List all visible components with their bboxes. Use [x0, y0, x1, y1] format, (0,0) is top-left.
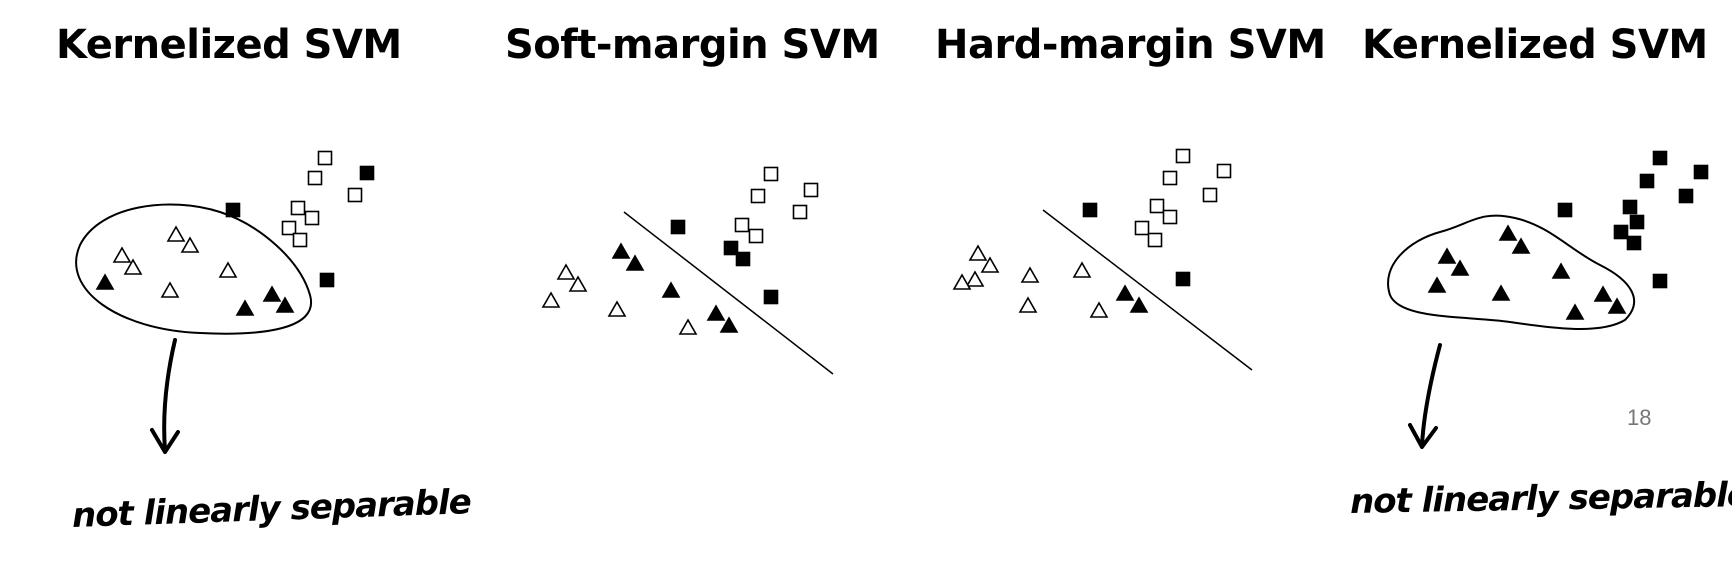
hollow-triangle-marker	[160, 281, 180, 298]
filled-square-marker	[1082, 202, 1098, 218]
hollow-triangle-marker	[980, 256, 1000, 273]
hollow-triangle-marker	[568, 275, 588, 292]
soft-margin-separator	[623, 211, 834, 375]
panel-title-soft-margin-svm: Soft-margin SVM	[505, 22, 880, 68]
filled-square-marker	[359, 165, 375, 181]
hollow-square-marker	[304, 210, 320, 226]
filled-triangle-marker	[1427, 276, 1447, 293]
down-arrow-head-left	[150, 428, 180, 454]
hollow-triangle-marker	[166, 225, 186, 242]
filled-square-marker	[670, 219, 686, 235]
hollow-square-marker	[281, 220, 297, 236]
hollow-triangle-marker	[123, 258, 143, 275]
hollow-square-marker	[1202, 187, 1218, 203]
hollow-triangle-marker	[180, 236, 200, 253]
hollow-square-marker	[734, 217, 750, 233]
hard-margin-separator	[1042, 209, 1253, 371]
panel-title-hard-margin-svm: Hard-margin SVM	[935, 22, 1326, 68]
panel-title-kernelized-svm-left: Kernelized SVM	[56, 22, 402, 68]
filled-triangle-marker	[95, 273, 115, 290]
filled-triangle-marker	[661, 281, 681, 298]
hollow-triangle-marker	[1018, 296, 1038, 313]
filled-square-marker	[319, 272, 335, 288]
annotation-not-linearly-separable-right: not linearly separable	[1349, 475, 1732, 522]
filled-square-marker	[1629, 214, 1645, 230]
hollow-square-marker	[307, 170, 323, 186]
hollow-triangle-marker	[1072, 261, 1092, 278]
hollow-triangle-marker	[1089, 301, 1109, 318]
filled-square-marker	[1678, 188, 1694, 204]
filled-square-marker	[225, 202, 241, 218]
filled-triangle-marker	[275, 296, 295, 313]
filled-square-marker	[1622, 199, 1638, 215]
hollow-triangle-marker	[678, 318, 698, 335]
filled-triangle-marker	[235, 299, 255, 316]
hollow-square-marker	[347, 187, 363, 203]
filled-triangle-marker	[1129, 296, 1149, 313]
hollow-square-marker	[763, 166, 779, 182]
filled-triangle-marker	[1437, 247, 1457, 264]
filled-square-marker	[1557, 202, 1573, 218]
filled-triangle-marker	[1565, 303, 1585, 320]
kernel-boundary-left	[75, 203, 313, 335]
filled-square-marker	[1652, 150, 1668, 166]
filled-square-marker	[763, 289, 779, 305]
filled-triangle-marker	[1511, 237, 1531, 254]
filled-square-marker	[735, 251, 751, 267]
page-number: 18	[1627, 405, 1652, 430]
hollow-square-marker	[803, 182, 819, 198]
hollow-triangle-marker	[112, 246, 132, 263]
hollow-triangle-marker	[1020, 266, 1040, 283]
filled-triangle-marker	[1498, 224, 1518, 241]
hollow-square-marker	[292, 232, 308, 248]
hollow-square-marker	[290, 200, 306, 216]
hollow-triangle-marker	[968, 244, 988, 261]
hollow-square-marker	[1216, 163, 1232, 179]
filled-triangle-marker	[625, 254, 645, 271]
hollow-triangle-marker	[556, 263, 576, 280]
filled-square-marker	[1175, 271, 1191, 287]
hollow-triangle-marker	[218, 261, 238, 278]
filled-triangle-marker	[1115, 284, 1135, 301]
filled-square-marker	[1693, 164, 1709, 180]
filled-triangle-marker	[611, 242, 631, 259]
hollow-square-marker	[1149, 198, 1165, 214]
filled-triangle-marker	[1593, 285, 1613, 302]
hollow-triangle-marker	[541, 291, 561, 308]
down-arrow-head-right	[1408, 423, 1438, 449]
filled-triangle-marker	[1450, 259, 1470, 276]
hollow-square-marker	[1162, 170, 1178, 186]
filled-triangle-marker	[1607, 297, 1627, 314]
hollow-square-marker	[792, 204, 808, 220]
hollow-square-marker	[748, 228, 764, 244]
filled-square-marker	[1626, 235, 1642, 251]
filled-square-marker	[723, 240, 739, 256]
hollow-triangle-marker	[965, 270, 985, 287]
hollow-triangle-marker	[952, 273, 972, 290]
down-arrow-icon-left	[162, 338, 177, 452]
hollow-square-marker	[317, 150, 333, 166]
hollow-square-marker	[750, 188, 766, 204]
filled-triangle-marker	[719, 316, 739, 333]
filled-square-marker	[1613, 224, 1629, 240]
filled-square-marker	[1652, 273, 1668, 289]
hollow-square-marker	[1162, 209, 1178, 225]
filled-triangle-marker	[706, 304, 726, 321]
panel-title-kernelized-svm-right: Kernelized SVM	[1362, 22, 1708, 68]
hollow-triangle-marker	[607, 300, 627, 317]
down-arrow-icon-right	[1420, 343, 1442, 447]
filled-square-marker	[1639, 173, 1655, 189]
filled-triangle-marker	[1551, 262, 1571, 279]
hollow-square-marker	[1147, 232, 1163, 248]
filled-triangle-marker	[1491, 284, 1511, 301]
hollow-square-marker	[1134, 220, 1150, 236]
kernel-boundary-right	[1387, 214, 1636, 330]
hollow-square-marker	[1175, 148, 1191, 164]
filled-triangle-marker	[262, 285, 282, 302]
